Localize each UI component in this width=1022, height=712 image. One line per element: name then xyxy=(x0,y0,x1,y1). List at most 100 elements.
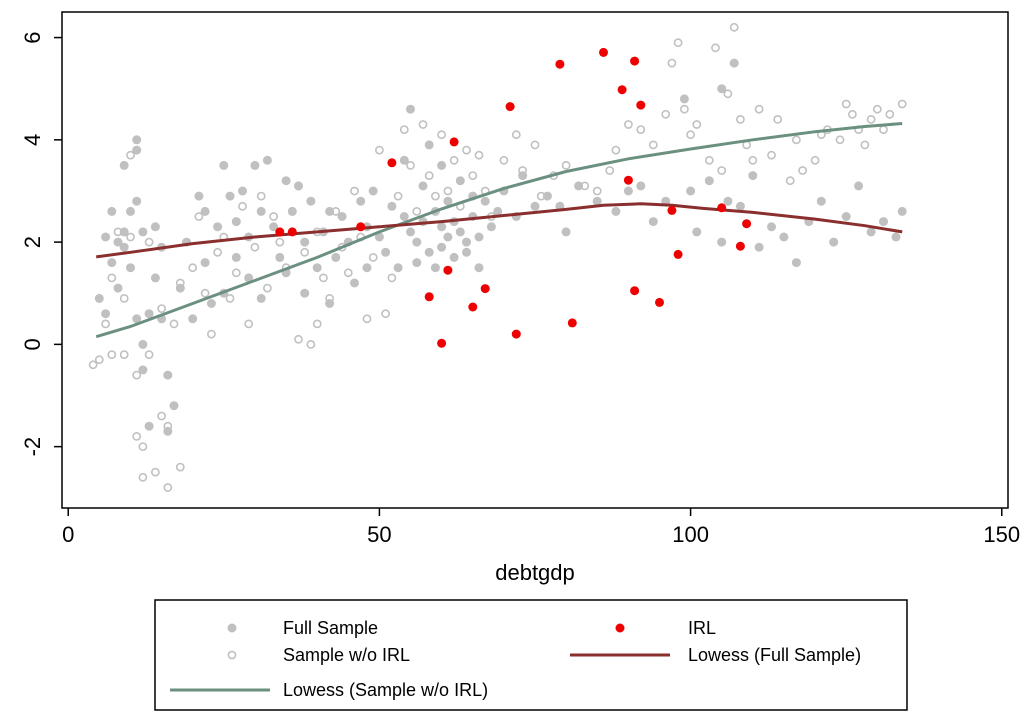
point-full-sample-56 xyxy=(306,196,316,206)
point-full-sample-45 xyxy=(256,206,266,216)
point-irl-16 xyxy=(623,175,633,185)
point-sample-w-o-irl-61 xyxy=(406,160,415,170)
point-full-sample-138 xyxy=(891,232,901,242)
point-sample-w-o-irl-37 xyxy=(269,212,278,221)
point-irl-11 xyxy=(511,329,521,339)
point-full-sample-128 xyxy=(767,222,776,232)
point-full-sample-8 xyxy=(119,160,129,170)
point-sample-w-o-irl-10 xyxy=(132,370,142,380)
point-full-sample-125 xyxy=(735,201,745,211)
point-sample-w-o-irl-104 xyxy=(767,150,776,160)
point-sample-w-o-irl-8 xyxy=(126,232,135,242)
data-marks xyxy=(88,22,907,492)
point-full-sample-127 xyxy=(754,242,764,252)
point-sample-w-o-irl-64 xyxy=(424,171,434,180)
point-sample-w-o-irl-4 xyxy=(107,350,117,359)
point-irl-7 xyxy=(449,137,459,147)
point-sample-w-o-irl-38 xyxy=(275,237,285,247)
point-full-sample-139 xyxy=(897,206,907,216)
point-sample-w-o-irl-116 xyxy=(860,140,870,150)
point-full-sample-87 xyxy=(437,242,447,252)
point-full-sample-10 xyxy=(126,263,135,273)
point-full-sample-74 xyxy=(399,155,409,165)
point-sample-w-o-irl-108 xyxy=(798,166,807,175)
point-full-sample-126 xyxy=(748,171,758,181)
point-sample-w-o-irl-15 xyxy=(144,237,154,247)
point-full-sample-50 xyxy=(281,176,291,186)
point-sample-w-o-irl-78 xyxy=(530,140,540,150)
point-full-sample-47 xyxy=(262,155,272,165)
point-full-sample-53 xyxy=(294,181,303,191)
point-full-sample-57 xyxy=(312,263,322,273)
point-full-sample-129 xyxy=(779,232,789,242)
point-full-sample-137 xyxy=(879,217,888,227)
point-sample-w-o-irl-112 xyxy=(835,135,845,145)
point-full-sample-85 xyxy=(437,222,447,232)
point-sample-w-o-irl-87 xyxy=(636,125,646,135)
point-full-sample-88 xyxy=(443,232,453,242)
point-sample-w-o-irl-96 xyxy=(711,43,720,53)
point-full-sample-25 xyxy=(163,370,173,380)
point-sample-w-o-irl-88 xyxy=(648,140,658,150)
point-full-sample-44 xyxy=(250,160,260,170)
point-irl-9 xyxy=(480,284,490,294)
point-full-sample-89 xyxy=(443,196,453,206)
point-irl-15 xyxy=(617,85,627,95)
y-tick-label--2: -2 xyxy=(20,437,45,457)
point-full-sample-49 xyxy=(275,252,285,262)
point-irl-18 xyxy=(630,56,640,66)
point-sample-w-o-irl-70 xyxy=(462,145,471,155)
point-sample-w-o-irl-62 xyxy=(412,206,422,216)
y-tick-label-2: 2 xyxy=(20,236,45,248)
point-full-sample-109 xyxy=(561,227,571,237)
point-full-sample-31 xyxy=(194,191,204,201)
point-irl-2 xyxy=(356,222,366,232)
point-full-sample-130 xyxy=(791,258,801,268)
point-irl-22 xyxy=(673,249,683,259)
point-sample-w-o-irl-109 xyxy=(810,155,820,165)
point-sample-w-o-irl-83 xyxy=(592,186,602,196)
point-full-sample-3 xyxy=(107,258,117,268)
point-irl-23 xyxy=(717,203,727,213)
point-full-sample-15 xyxy=(132,314,142,324)
point-full-sample-119 xyxy=(692,227,702,237)
point-full-sample-32 xyxy=(200,206,210,216)
point-full-sample-106 xyxy=(530,201,540,211)
x-tick-label-150: 150 xyxy=(983,522,1020,547)
point-full-sample-1 xyxy=(101,232,111,242)
point-full-sample-13 xyxy=(132,135,142,145)
point-sample-w-o-irl-58 xyxy=(387,273,397,283)
point-sample-w-o-irl-84 xyxy=(605,166,615,175)
point-sample-w-o-irl-89 xyxy=(661,109,671,119)
point-sample-w-o-irl-56 xyxy=(374,145,384,155)
x-axis-title: debtgdp xyxy=(495,560,575,585)
point-full-sample-16 xyxy=(138,339,148,349)
point-full-sample-48 xyxy=(269,222,279,232)
point-sample-w-o-irl-71 xyxy=(468,171,478,180)
point-full-sample-112 xyxy=(611,206,621,216)
legend-label-irl: IRL xyxy=(688,618,716,638)
point-sample-w-o-irl-27 xyxy=(206,329,216,339)
point-full-sample-73 xyxy=(399,212,409,221)
point-sample-w-o-irl-26 xyxy=(200,288,210,298)
point-sample-w-o-irl-11 xyxy=(132,431,142,441)
line-lowess-full-sample xyxy=(96,202,903,259)
point-irl-8 xyxy=(468,302,478,312)
point-irl-24 xyxy=(735,241,745,251)
point-sample-w-o-irl-44 xyxy=(306,339,316,349)
point-irl-3 xyxy=(387,158,397,168)
point-irl-6 xyxy=(443,265,453,275)
point-full-sample-54 xyxy=(300,237,310,247)
legend: Full Sample IRL Sample w/o IRL Lowess (Full… xyxy=(170,618,861,700)
point-sample-w-o-irl-118 xyxy=(872,104,882,114)
point-full-sample-123 xyxy=(723,196,733,206)
point-full-sample-100 xyxy=(480,196,490,206)
point-sample-w-o-irl-66 xyxy=(437,130,446,140)
point-irl-17 xyxy=(630,286,640,296)
point-full-sample-72 xyxy=(393,263,403,273)
point-full-sample-34 xyxy=(206,299,216,308)
point-sample-w-o-irl-93 xyxy=(686,130,695,140)
point-full-sample-136 xyxy=(866,227,876,237)
point-full-sample-9 xyxy=(119,227,129,237)
